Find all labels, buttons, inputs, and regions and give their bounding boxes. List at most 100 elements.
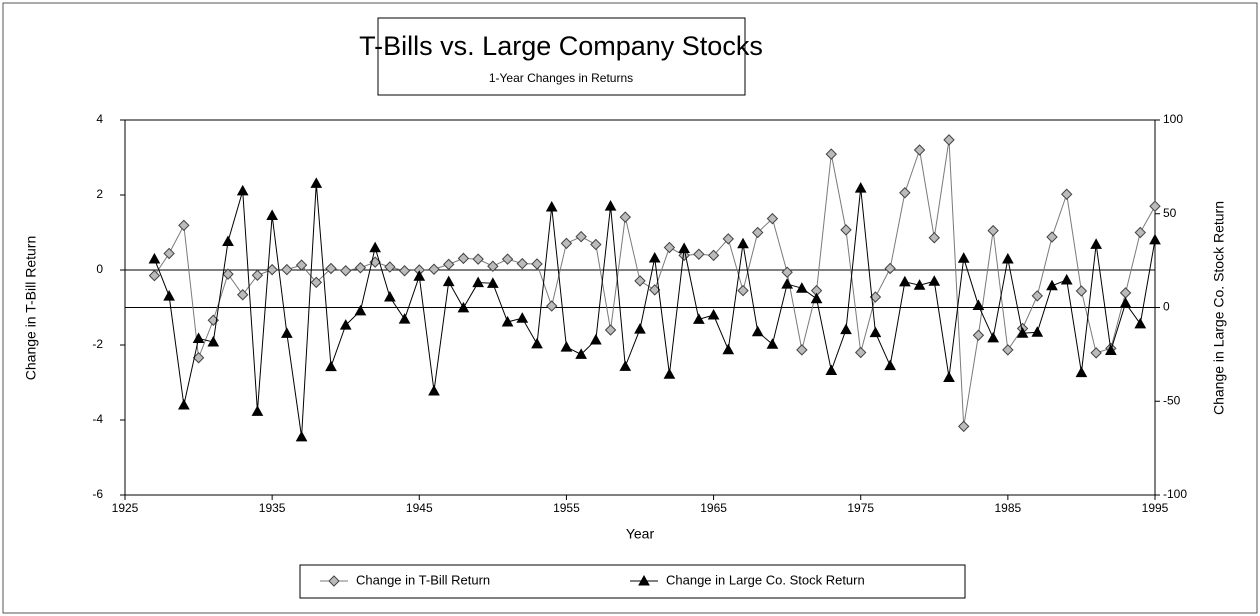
data-point xyxy=(148,269,161,282)
data-point xyxy=(1046,231,1058,243)
data-point xyxy=(825,364,838,375)
data-point xyxy=(1119,287,1132,299)
data-point xyxy=(884,359,896,371)
data-point xyxy=(796,282,808,293)
data-point xyxy=(398,265,411,277)
data-point xyxy=(148,252,161,264)
data-point xyxy=(899,187,911,199)
data-point xyxy=(192,352,205,364)
data-point xyxy=(178,398,190,410)
data-point xyxy=(810,292,823,304)
data-point xyxy=(972,329,985,341)
data-point xyxy=(560,237,573,250)
data-point xyxy=(1060,273,1073,285)
data-point xyxy=(957,252,970,263)
data-point xyxy=(648,251,661,263)
data-point xyxy=(560,341,573,352)
data-point xyxy=(163,247,175,260)
data-point xyxy=(1149,200,1161,212)
data-point xyxy=(340,265,352,277)
data-point xyxy=(531,337,543,349)
data-point xyxy=(1031,326,1044,337)
data-point xyxy=(428,263,440,275)
data-point xyxy=(163,290,175,301)
data-point xyxy=(604,200,617,211)
data-point xyxy=(325,262,337,275)
data-point xyxy=(1119,297,1132,308)
data-point xyxy=(987,224,999,237)
data-point xyxy=(678,242,690,253)
data-point xyxy=(251,405,264,416)
y-tick-label: -2 xyxy=(92,337,103,351)
data-point xyxy=(958,420,970,433)
data-point xyxy=(913,279,926,290)
legend-label: Change in T-Bill Return xyxy=(356,572,490,587)
data-point xyxy=(1090,347,1102,359)
data-point xyxy=(295,259,308,271)
y2-tick-label: 0 xyxy=(1163,300,1170,314)
data-point xyxy=(1002,344,1014,356)
data-point xyxy=(266,209,278,220)
data-point xyxy=(487,277,499,288)
y-tick-label: -6 xyxy=(92,487,103,501)
data-point xyxy=(222,268,234,280)
data-point xyxy=(516,257,528,270)
y2-axis-label: Change in Large Co. Stock Return xyxy=(1211,201,1227,415)
data-point xyxy=(281,263,293,276)
y2-tick-label: -50 xyxy=(1163,393,1181,407)
y-tick-label: 4 xyxy=(96,112,103,126)
data-point xyxy=(943,134,955,146)
data-point xyxy=(796,344,808,356)
data-point xyxy=(237,289,249,301)
data-point xyxy=(339,319,352,330)
data-point xyxy=(501,315,514,327)
data-point xyxy=(354,262,367,274)
data-point xyxy=(384,261,396,273)
chart-subtitle: 1-Year Changes in Returns xyxy=(489,71,633,85)
x-tick-label: 1975 xyxy=(847,501,874,515)
data-point xyxy=(1075,285,1088,297)
data-point xyxy=(1134,317,1147,329)
data-point xyxy=(472,253,484,265)
data-point xyxy=(251,269,264,281)
data-point xyxy=(1061,188,1073,200)
data-point xyxy=(840,224,852,236)
data-point xyxy=(987,331,999,343)
x-tick-label: 1985 xyxy=(995,501,1022,515)
data-point xyxy=(707,249,720,262)
x-tick-label: 1935 xyxy=(259,501,286,515)
y-tick-label: 0 xyxy=(96,262,103,276)
data-point xyxy=(766,212,779,225)
data-point xyxy=(222,235,234,246)
data-point xyxy=(369,241,381,253)
data-point xyxy=(325,360,337,372)
data-point xyxy=(737,284,749,297)
data-point xyxy=(1031,290,1043,302)
data-point xyxy=(413,270,426,281)
title-box xyxy=(377,17,746,96)
data-point xyxy=(516,312,529,323)
data-point xyxy=(619,211,631,223)
data-point xyxy=(722,343,735,355)
legend-label: Change in Large Co. Stock Return xyxy=(666,572,865,587)
data-point xyxy=(1090,238,1102,249)
data-point xyxy=(178,219,190,232)
y2-tick-label: 50 xyxy=(1163,206,1177,220)
data-point xyxy=(457,301,470,313)
data-point xyxy=(854,182,867,193)
data-point xyxy=(634,323,646,334)
y2-tick-label: 100 xyxy=(1163,112,1183,126)
data-point xyxy=(604,324,617,336)
x-tick-label: 1925 xyxy=(112,501,139,515)
x-axis-label: Year xyxy=(626,526,655,542)
data-point xyxy=(236,184,249,196)
data-point xyxy=(928,232,940,244)
data-point xyxy=(943,371,955,382)
data-point xyxy=(472,276,484,288)
chart-title: T-Bills vs. Large Company Stocks xyxy=(359,31,763,61)
data-point xyxy=(840,323,852,335)
data-point xyxy=(663,368,676,379)
data-point xyxy=(428,384,440,396)
data-point xyxy=(619,360,632,371)
data-point xyxy=(384,290,396,302)
